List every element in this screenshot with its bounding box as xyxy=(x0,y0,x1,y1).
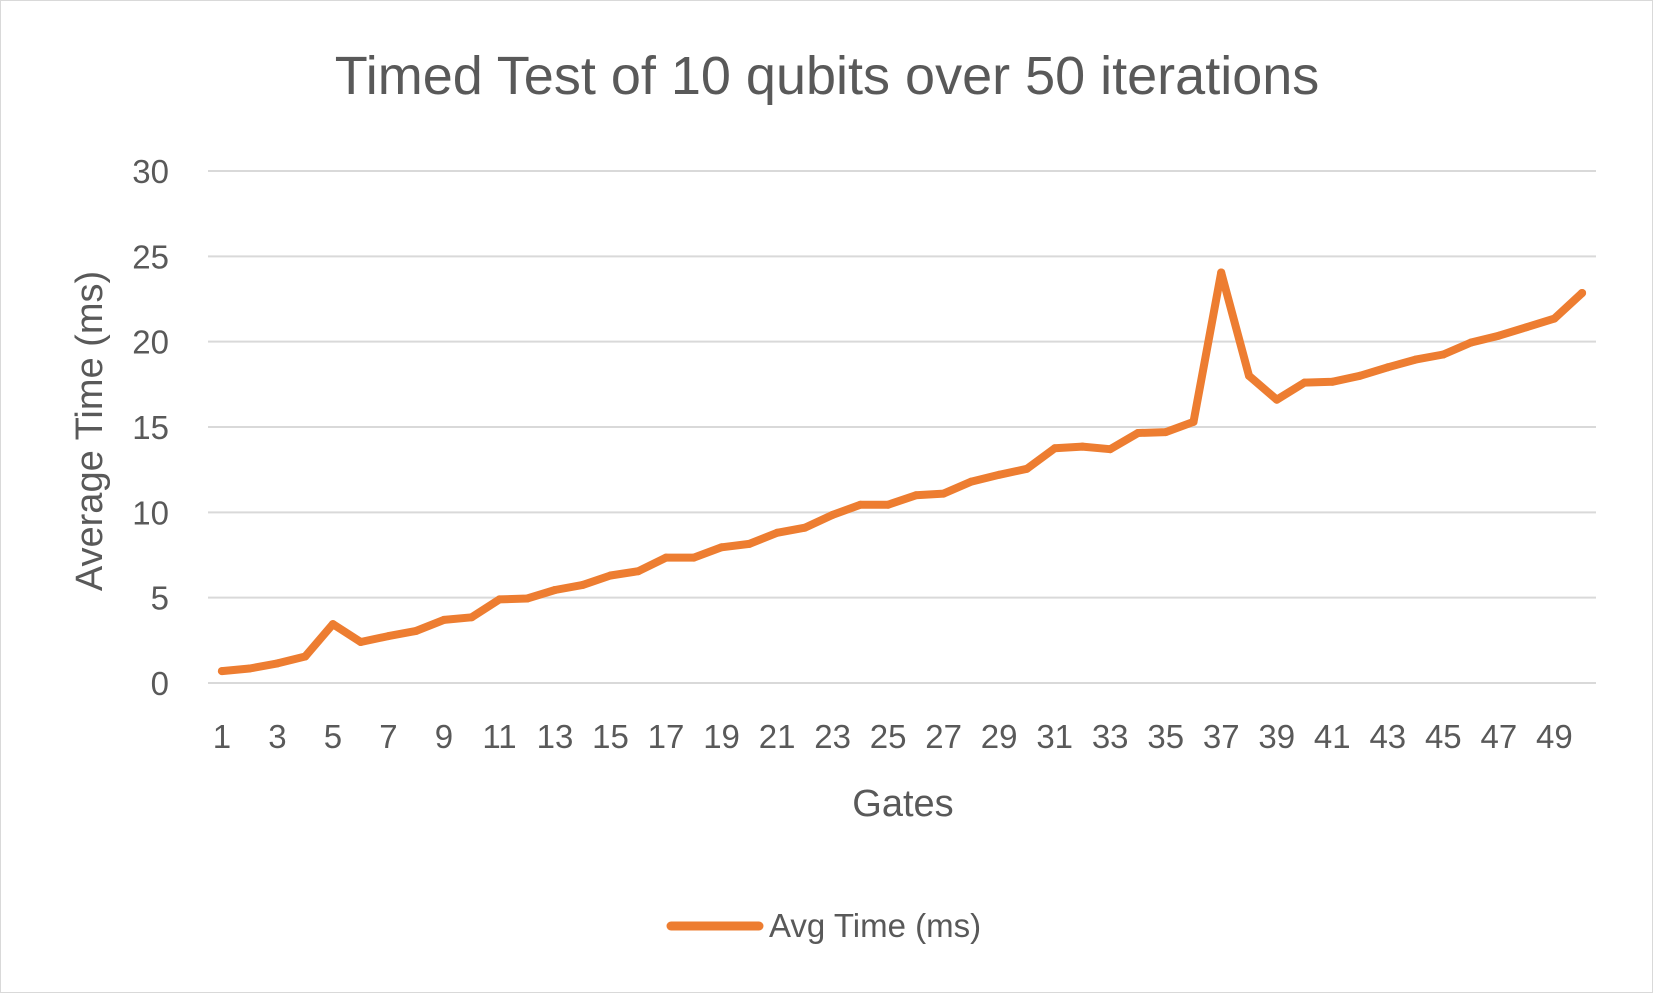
y-tick-label: 10 xyxy=(132,494,169,531)
data-point[interactable] xyxy=(440,615,448,624)
series-layer xyxy=(217,268,1587,676)
data-point[interactable] xyxy=(1578,289,1587,297)
data-point[interactable] xyxy=(551,586,559,594)
x-tick-label: 7 xyxy=(379,718,397,755)
x-axis-ticks: 1 3 5 7 9 11 13 15 17 19 21 23 25 27 29 31 33 35 37 39 41 43 4… xyxy=(213,718,1573,755)
x-tick-label: 9 xyxy=(435,718,453,755)
x-tick-label: 47 xyxy=(1480,718,1517,755)
x-tick-label: 5 xyxy=(324,718,342,755)
data-point[interactable] xyxy=(1328,377,1337,386)
x-tick-label: 21 xyxy=(759,718,796,755)
x-tick-label: 33 xyxy=(1092,718,1129,755)
data-point[interactable] xyxy=(884,500,893,509)
data-point[interactable] xyxy=(273,659,282,668)
data-point[interactable] xyxy=(1078,442,1087,451)
data-point[interactable] xyxy=(245,664,254,673)
x-tick-label: 25 xyxy=(870,718,907,755)
x-tick-label: 17 xyxy=(648,718,685,755)
x-tick-label: 31 xyxy=(1036,718,1073,755)
data-point[interactable] xyxy=(1022,464,1031,473)
x-tick-label: 19 xyxy=(703,718,740,755)
y-tick-label: 20 xyxy=(132,324,169,361)
data-point[interactable] xyxy=(384,632,393,641)
series-0 xyxy=(217,268,1587,676)
data-point[interactable] xyxy=(301,652,310,661)
data-point[interactable] xyxy=(1494,331,1503,340)
data-point[interactable] xyxy=(1383,363,1392,372)
x-tick-label: 37 xyxy=(1203,718,1240,755)
data-point[interactable] xyxy=(495,595,504,604)
data-point[interactable] xyxy=(1356,371,1364,380)
data-point[interactable] xyxy=(1522,323,1531,332)
data-point[interactable] xyxy=(1050,444,1059,453)
x-tick-label: 49 xyxy=(1536,718,1573,755)
data-point[interactable] xyxy=(467,613,476,622)
data-point[interactable] xyxy=(689,553,698,562)
x-tick-label: 13 xyxy=(537,718,574,755)
data-point[interactable] xyxy=(1439,350,1448,359)
legend[interactable]: Avg Time (ms) xyxy=(666,907,981,944)
x-tick-label: 23 xyxy=(814,718,851,755)
data-point[interactable] xyxy=(634,567,643,576)
data-point[interactable] xyxy=(606,571,615,580)
data-point[interactable] xyxy=(662,553,670,562)
x-tick-label: 15 xyxy=(592,718,629,755)
y-tick-label: 25 xyxy=(132,238,169,275)
data-point[interactable] xyxy=(523,594,532,603)
data-point[interactable] xyxy=(911,491,920,500)
y-tick-label: 0 xyxy=(151,665,169,702)
x-tick-label: 3 xyxy=(268,718,286,755)
y-tick-label: 15 xyxy=(132,409,169,446)
data-point[interactable] xyxy=(412,626,421,635)
x-tick-label: 35 xyxy=(1147,718,1184,755)
x-tick-label: 27 xyxy=(925,718,962,755)
x-tick-label: 11 xyxy=(482,718,516,755)
series-line xyxy=(217,268,1587,676)
data-point[interactable] xyxy=(1272,395,1281,404)
y-tick-label: 30 xyxy=(132,153,169,190)
data-point[interactable] xyxy=(717,543,726,552)
data-point[interactable] xyxy=(1106,445,1115,454)
data-point[interactable] xyxy=(1411,355,1420,364)
x-tick-label: 39 xyxy=(1258,718,1295,755)
x-axis-title: Gates xyxy=(852,783,953,825)
data-point[interactable] xyxy=(995,470,1004,479)
x-tick-label: 1 xyxy=(213,718,231,755)
data-point[interactable] xyxy=(1161,428,1170,437)
data-point[interactable] xyxy=(1217,268,1226,277)
data-point[interactable] xyxy=(1134,429,1142,437)
y-tick-label: 5 xyxy=(151,580,169,617)
data-point[interactable] xyxy=(939,489,948,498)
chart-title: Timed Test of 10 qubits over 50 iteratio… xyxy=(335,46,1320,106)
data-point[interactable] xyxy=(356,638,365,646)
y-axis-title: Average Time (ms) xyxy=(69,271,111,591)
data-point[interactable] xyxy=(1189,417,1198,426)
data-point[interactable] xyxy=(1245,371,1253,380)
data-point[interactable] xyxy=(217,667,226,676)
data-point[interactable] xyxy=(800,523,809,532)
data-point[interactable] xyxy=(967,477,976,486)
y-axis-ticks: 0 5 10 15 20 25 30 xyxy=(132,153,169,702)
data-point[interactable] xyxy=(773,528,782,537)
data-point[interactable] xyxy=(828,510,837,519)
data-point[interactable] xyxy=(578,580,587,589)
legend-label: Avg Time (ms) xyxy=(769,907,981,944)
data-point[interactable] xyxy=(328,620,337,629)
data-point[interactable] xyxy=(856,500,865,509)
x-tick-label: 29 xyxy=(981,718,1018,755)
x-tick-label: 45 xyxy=(1425,718,1462,755)
data-point[interactable] xyxy=(1467,338,1476,347)
data-point[interactable] xyxy=(1300,378,1309,387)
gridlines xyxy=(208,170,1596,684)
x-tick-label: 41 xyxy=(1314,718,1351,755)
data-point[interactable] xyxy=(745,539,754,548)
data-point[interactable] xyxy=(1550,314,1559,323)
x-tick-label: 43 xyxy=(1369,718,1406,755)
